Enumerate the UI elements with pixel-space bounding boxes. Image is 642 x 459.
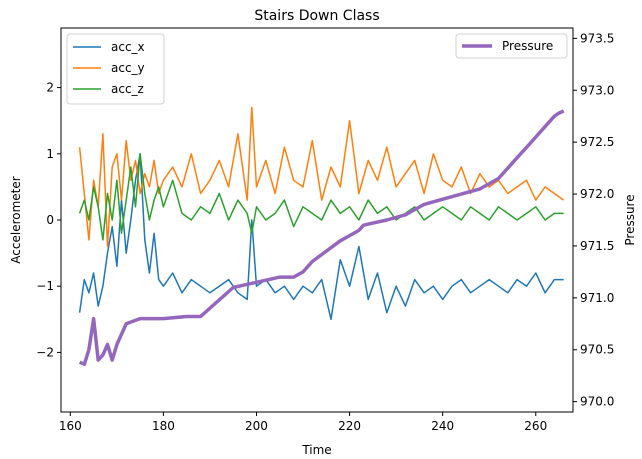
series-line-acc-y (78, 106, 565, 248)
y-left-tick-label: −2 (36, 345, 54, 359)
y-axis-right-label: Pressure (623, 194, 637, 245)
y-right-tick-label: 970.5 (580, 343, 614, 357)
y-right-tick-label: 971.5 (580, 239, 614, 253)
legend-right-frame (455, 33, 568, 59)
y-right-tick-label: 972.5 (580, 135, 614, 149)
y-left-tick-label: 1 (46, 147, 54, 161)
x-axis-label: Time (301, 443, 331, 457)
legend-label-pressure: Pressure (502, 39, 553, 53)
x-axis: 160 180 200 220 240 260 (59, 412, 547, 433)
series-line-acc-x (78, 153, 564, 321)
y-right-tick-label: 972.0 (580, 187, 614, 201)
y-axis-right: 970.0 970.5 971.0 971.5 972.0 972.5 973.0 973.5 (573, 31, 614, 409)
y-right-tick-label: 973.0 (580, 83, 614, 97)
y-right-tick-label: 970.0 (580, 395, 614, 409)
x-tick-label: 260 (524, 419, 547, 433)
legend-label-acc-y: acc_y (111, 61, 145, 75)
series-line-acc-z (78, 153, 564, 241)
y-left-tick-label: 0 (46, 213, 54, 227)
legend-label-acc-z: acc_z (111, 82, 144, 96)
x-tick-label: 160 (59, 419, 82, 433)
x-tick-label: 220 (338, 419, 361, 433)
legend-right: Pressure (455, 33, 568, 59)
x-tick-label: 180 (152, 419, 175, 433)
legend-left: acc_x acc_y acc_z (66, 33, 165, 105)
y-right-tick-label: 971.0 (580, 291, 614, 305)
plot-area (78, 106, 565, 367)
y-axis-left: −2 −1 0 1 2 (36, 81, 61, 359)
y-left-tick-label: −1 (36, 279, 54, 293)
y-axis-left-label: Accelerometer (9, 176, 23, 263)
y-right-tick-label: 973.5 (580, 31, 614, 45)
chart-title: Stairs Down Class (254, 8, 379, 24)
x-tick-label: 200 (245, 419, 268, 433)
x-tick-label: 240 (431, 419, 454, 433)
legend-left-frame (66, 33, 165, 105)
y-left-tick-label: 2 (46, 81, 54, 95)
legend-label-acc-x: acc_x (111, 40, 145, 54)
series-line-pressure (78, 109, 565, 367)
